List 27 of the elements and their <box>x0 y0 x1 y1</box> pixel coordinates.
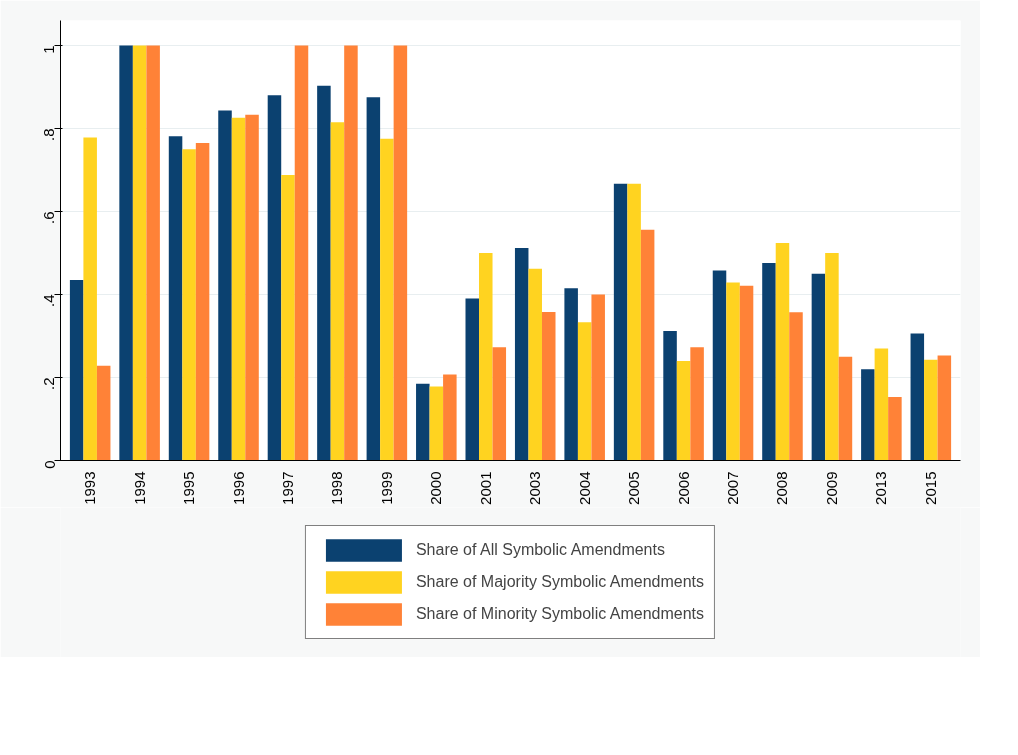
x-tick-label: 1995 <box>180 471 198 505</box>
legend-label: Share of Minority Symbolic Amendments <box>415 605 705 623</box>
y-tick-label: .2 <box>40 377 58 390</box>
x-tick-label: 2006 <box>674 471 692 505</box>
legend-label: Share of All Symbolic Amendments <box>415 541 665 559</box>
x-tick-label: 2009 <box>822 471 840 505</box>
x-tick-label: 2004 <box>575 471 593 505</box>
x-tick-label: 1999 <box>377 471 395 505</box>
x-tick-label: 1993 <box>81 471 99 505</box>
x-tick-label: 2007 <box>724 471 742 505</box>
x-tick-label: 1996 <box>229 471 247 505</box>
y-tick-label: 1 <box>40 45 58 54</box>
x-tick-label: 2000 <box>427 471 445 505</box>
x-tick-label: 1994 <box>130 471 148 505</box>
legend-label: Share of Majority Symbolic Amendments <box>415 573 705 591</box>
x-tick-label: 1998 <box>328 471 346 505</box>
y-tick-label: .8 <box>40 128 58 141</box>
y-tick-label: 0 <box>40 460 58 469</box>
x-tick-label: 2001 <box>476 471 494 505</box>
x-tick-label: 1997 <box>278 471 296 505</box>
x-tick-label: 2003 <box>526 471 544 505</box>
x-tick-label: 2008 <box>773 471 791 505</box>
x-tick-label: 2005 <box>625 471 643 505</box>
y-tick-label: .6 <box>40 211 58 224</box>
x-tick-label: 2015 <box>921 471 939 505</box>
x-tick-label: 2013 <box>872 471 890 505</box>
y-tick-label: .4 <box>40 294 58 307</box>
